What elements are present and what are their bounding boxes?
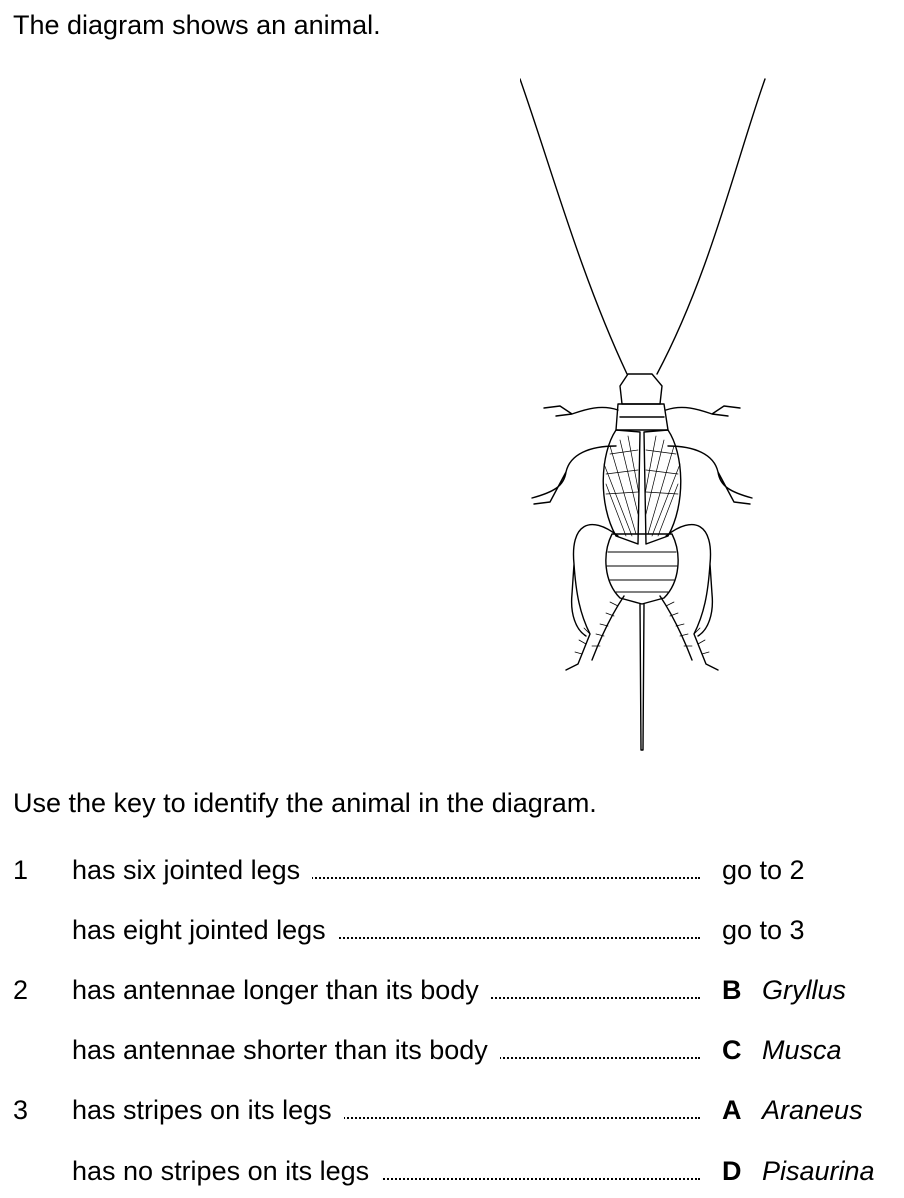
- key-letter: B: [722, 975, 742, 1005]
- right-hind-leg: [665, 524, 719, 671]
- left-front-leg: [543, 405, 619, 417]
- cricket-diagram: [520, 78, 766, 751]
- key-genus: Araneus: [762, 1095, 863, 1125]
- key-description-text: has six jointed legs: [72, 855, 313, 885]
- key-result: A Araneus: [722, 1092, 863, 1128]
- key-description-text: has eight jointed legs: [72, 915, 338, 945]
- key-genus: Musca: [762, 1035, 842, 1065]
- key-number: 2: [13, 975, 29, 1005]
- key-row: 2 has antennae longer than its body B Gry…: [0, 972, 904, 1012]
- right-antenna: [656, 78, 766, 375]
- left-middle-leg: [531, 445, 617, 505]
- left-antenna: [520, 78, 628, 375]
- key-row: 3 has stripes on its legs A Araneus: [0, 1092, 904, 1132]
- key-description: has no stripes on its legs: [72, 1153, 700, 1189]
- key-genus: Gryllus: [762, 975, 847, 1005]
- key-result: B Gryllus: [722, 972, 846, 1008]
- key-description: has eight jointed legs: [72, 912, 700, 948]
- right-wing: [643, 429, 682, 545]
- right-middle-leg: [667, 445, 753, 505]
- key-result: D Pisaurina: [722, 1153, 875, 1189]
- left-cercus: [591, 595, 625, 661]
- ovipositor: [639, 603, 645, 751]
- key-description: has antennae shorter than its body: [72, 1032, 700, 1068]
- key-row: has antennae shorter than its body C Musc…: [0, 1032, 904, 1072]
- key-description-text: has no stripes on its legs: [72, 1156, 382, 1186]
- key-row: has eight jointed legs go to 3: [0, 912, 904, 952]
- key-description: has stripes on its legs: [72, 1092, 700, 1128]
- key-description-text: has stripes on its legs: [72, 1095, 344, 1125]
- key-row: 1 has six jointed legs go to 2: [0, 852, 904, 892]
- key-genus: Pisaurina: [762, 1156, 875, 1186]
- key-description: has antennae longer than its body: [72, 972, 700, 1008]
- key-description: has six jointed legs: [72, 852, 700, 888]
- key-result-text: go to 3: [722, 915, 805, 945]
- head: [619, 373, 663, 405]
- key-result: C Musca: [722, 1032, 842, 1068]
- key-result-text: go to 2: [722, 855, 805, 885]
- key-letter: A: [722, 1095, 742, 1125]
- intro-text: The diagram shows an animal.: [13, 10, 381, 40]
- abdomen: [605, 533, 679, 605]
- key-letter: D: [722, 1156, 742, 1186]
- key-number: 1: [13, 855, 29, 885]
- key-row: has no stripes on its legs D Pisaurina: [0, 1153, 904, 1193]
- key-letter: C: [722, 1035, 742, 1065]
- instruction-text: Use the key to identify the animal in th…: [13, 788, 597, 818]
- right-front-leg: [665, 405, 741, 417]
- right-cercus: [659, 595, 693, 661]
- key-description-text: has antennae shorter than its body: [72, 1035, 500, 1065]
- key-result: go to 2: [722, 852, 805, 888]
- key-number: 3: [13, 1095, 29, 1125]
- key-description-text: has antennae longer than its body: [72, 975, 491, 1005]
- left-wing: [602, 429, 641, 545]
- left-hind-leg: [565, 524, 619, 671]
- key-result: go to 3: [722, 912, 805, 948]
